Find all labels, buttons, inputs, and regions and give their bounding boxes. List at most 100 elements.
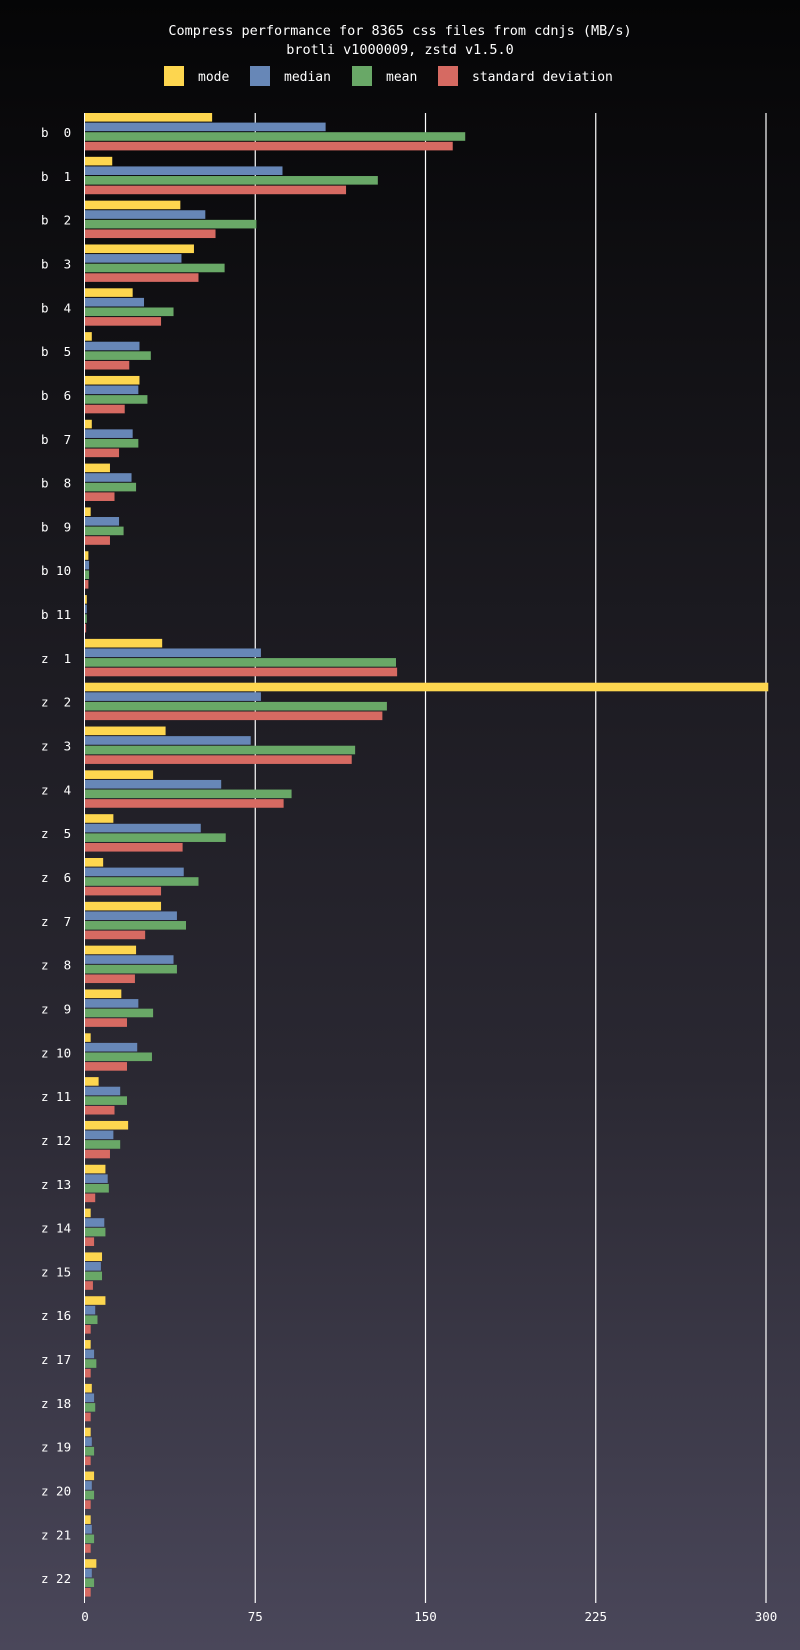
bar-mean-b1 [85,176,378,185]
bar-median-z17 [85,1349,95,1359]
bar-standard-deviation-b11 [85,623,87,633]
category-label: b 11 [41,607,71,622]
bar-standard-deviation-z4 [85,799,284,808]
bar-mode-b8 [85,463,110,473]
bar-mean-z7 [85,921,187,930]
category-label: b 6 [41,388,71,403]
category-label: b 4 [41,300,71,315]
bar-mode-z6 [85,858,104,867]
category-label: z 12 [41,1133,71,1148]
bar-median-b3 [85,254,182,263]
chart-subtitle: brotli v1000009, zstd v1.5.0 [286,42,514,58]
bar-mean-z15 [85,1271,103,1281]
bar-mode-z8 [85,945,137,955]
bar-mean-z22 [85,1578,95,1587]
category-label: z 11 [41,1089,71,1104]
category-label: z 3 [41,739,71,754]
bar-mode-z21 [85,1515,91,1524]
bar-standard-deviation-z18 [85,1412,91,1422]
category-label: b 3 [41,256,71,271]
bar-standard-deviation-b0 [85,141,453,151]
bar-median-b4 [85,297,145,307]
category-label: z 18 [41,1396,71,1411]
bar-mode-z12 [85,1120,129,1130]
bar-mean-b5 [85,351,151,360]
bar-mean-b10 [85,570,90,580]
bar-median-z3 [85,736,251,745]
bar-standard-deviation-z22 [85,1587,91,1597]
bar-median-z16 [85,1305,96,1315]
legend-swatch-mode [164,66,184,86]
x-tick-label: 300 [755,1609,778,1624]
bar-standard-deviation-z3 [85,755,352,764]
bar-mean-z5 [85,833,226,842]
bar-mode-b7 [85,419,92,429]
bar-mode-z15 [85,1252,103,1262]
x-tick-label: 0 [81,1609,89,1624]
bar-mode-z1 [85,638,163,648]
bar-standard-deviation-b8 [85,492,115,501]
bar-mean-b0 [85,132,466,141]
bar-mean-z17 [85,1359,97,1368]
x-tick-labels: 0 75 150 225 300 [81,1609,777,1624]
bar-mode-b2 [85,200,181,210]
bar-standard-deviation-b10 [85,580,89,589]
bar-mean-z21 [85,1534,95,1544]
bar-standard-deviation-z11 [85,1105,115,1115]
bar-median-z12 [85,1130,114,1140]
bar-mean-b8 [85,482,137,492]
bar-standard-deviation-z17 [85,1368,91,1378]
category-label: z 13 [41,1177,71,1192]
bar-mode-b0 [85,113,213,122]
bar-standard-deviation-z12 [85,1149,110,1159]
bar-mean-z6 [85,877,199,886]
legend-swatch-median [250,66,270,86]
category-label: b 0 [41,125,71,140]
bar-median-z5 [85,823,201,833]
x-tick-label: 75 [248,1609,263,1624]
bar-standard-deviation-b1 [85,185,347,195]
bar-median-z10 [85,1042,138,1052]
bar-mode-z3 [85,726,166,736]
bar-mode-z10 [85,1033,91,1042]
bar-mean-b2 [85,219,257,229]
legend-label: mean [386,70,417,85]
bar-standard-deviation-b6 [85,404,125,414]
category-label: b 2 [41,213,71,228]
bar-median-z18 [85,1393,95,1403]
bar-median-b8 [85,473,132,482]
bar-mode-z14 [85,1208,91,1218]
bar-mean-b11 [85,614,87,623]
bar-median-z7 [85,911,177,921]
bar-mean-b7 [85,438,139,448]
bar-mode-b3 [85,244,194,254]
bar-median-b2 [85,210,206,219]
bar-median-b10 [85,560,90,570]
bar-mean-z11 [85,1096,127,1105]
category-label: z 21 [41,1527,71,1542]
bar-mode-z22 [85,1559,97,1568]
bar-mode-b11 [85,595,87,604]
legend-label: standard deviation [472,70,613,85]
bar-mean-z20 [85,1490,95,1500]
category-label: z 19 [41,1440,71,1455]
bar-mode-b1 [85,156,113,166]
bar-median-z2 [85,692,261,701]
bar-standard-deviation-z19 [85,1456,91,1466]
bar-median-z19 [85,1437,92,1446]
bar-median-z1 [85,648,261,658]
category-label: z 7 [41,914,71,929]
bar-mean-z14 [85,1227,106,1237]
bar-median-z6 [85,867,184,877]
bar-mean-z12 [85,1140,121,1149]
bar-mode-z16 [85,1296,106,1305]
bar-median-z11 [85,1086,121,1096]
chart-title: Compress performance for 8365 css files … [168,23,631,39]
category-label: z 14 [41,1221,71,1236]
bar-mode-z11 [85,1077,99,1086]
bar-median-z4 [85,779,222,789]
bar-median-z8 [85,955,174,964]
category-label: z 4 [41,782,71,797]
bar-mean-b3 [85,263,225,273]
bar-mode-z13 [85,1164,106,1174]
